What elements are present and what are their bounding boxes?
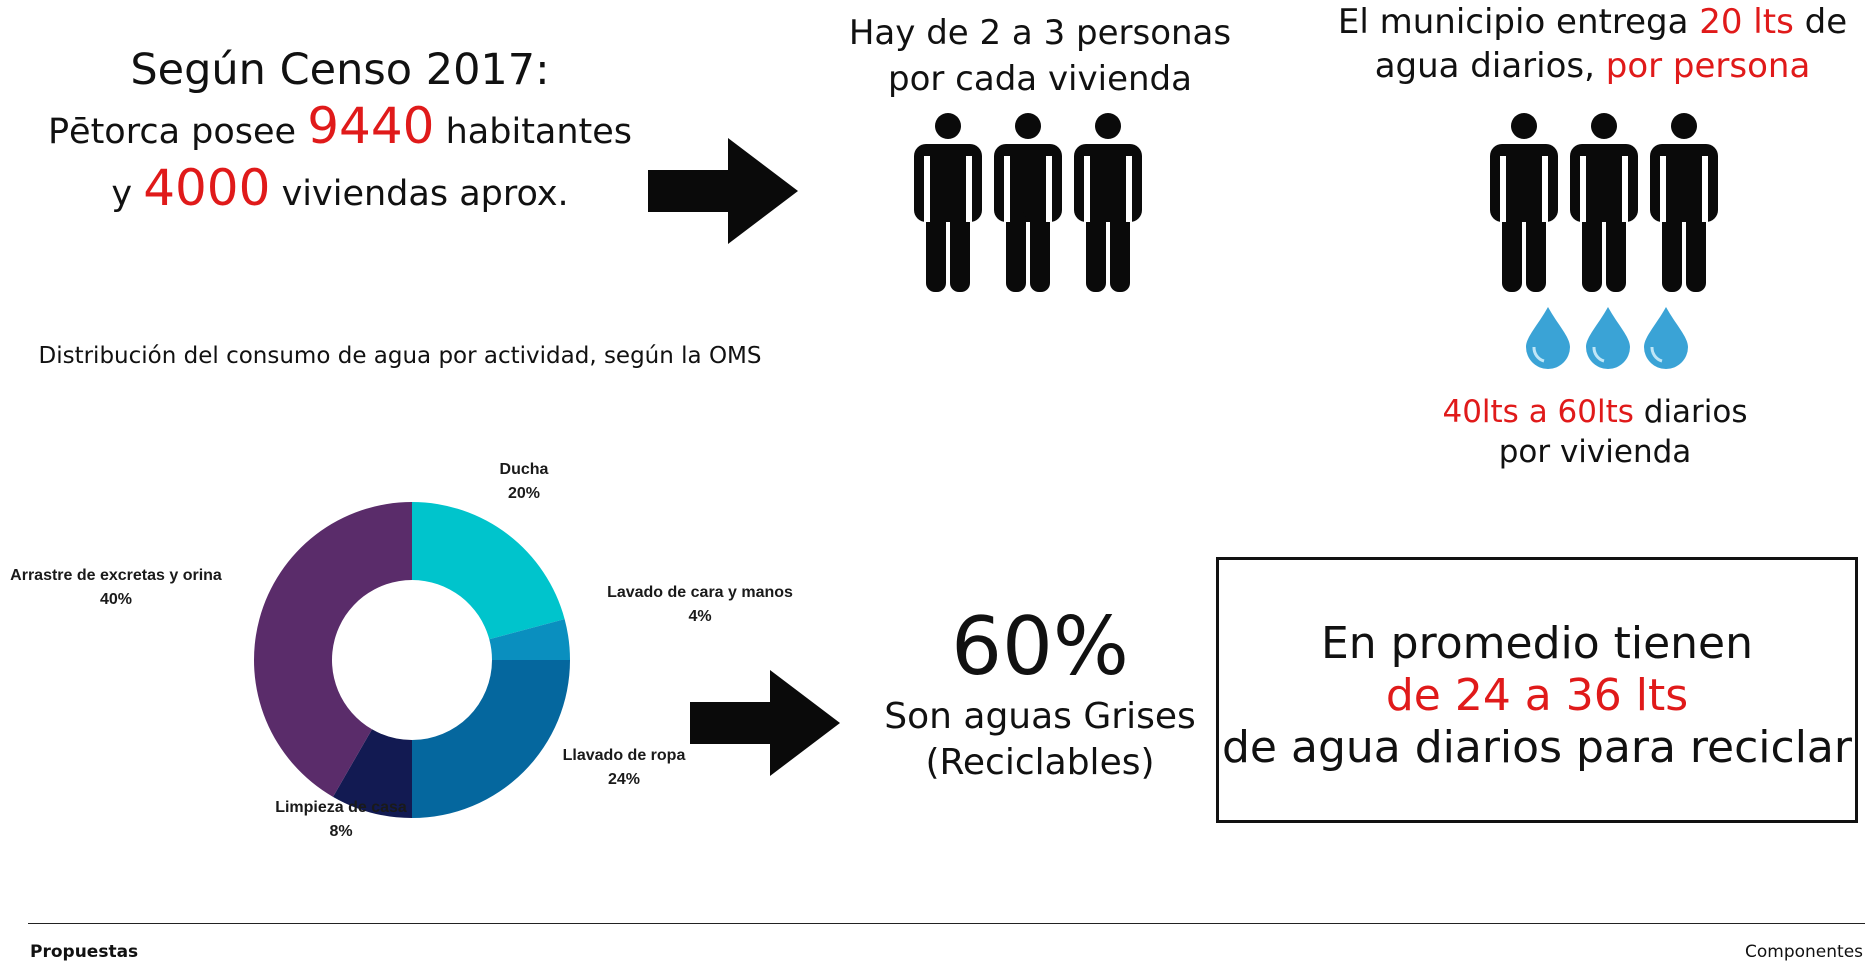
recycle-line-1: En promedio tienen <box>1320 618 1754 669</box>
donut-slice-percent: 20% <box>507 485 541 502</box>
donut-slice-percent: 4% <box>688 608 712 625</box>
donut-slice-percent: 24% <box>607 771 641 788</box>
donut-slice-percent: 40% <box>99 591 133 608</box>
municipality-line-2-prefix: agua diarios, <box>1374 46 1595 86</box>
grey-water-percent: 60% <box>951 600 1129 693</box>
donut-slice-label: Llavado de ropa 24% <box>474 744 774 792</box>
donut-slice <box>253 502 412 797</box>
per-house-range: 40lts a 60lts <box>1442 394 1634 430</box>
municipality-de: de <box>1804 2 1848 42</box>
donut-slice-label: Ducha 20% <box>374 458 674 506</box>
donut-slice-category: Lavado de cara y manos <box>607 584 793 601</box>
census-summary: Según Censo 2017: Pētorca posee 9440 hab… <box>20 42 660 222</box>
municipality-amount: 20 lts <box>1699 2 1794 42</box>
persons-per-house-text: Hay de 2 a 3 personas por cada vivienda <box>830 10 1250 102</box>
census-line-habitantes-suffix: habitantes <box>445 112 633 152</box>
donut-slice <box>489 619 570 660</box>
census-line-habitantes: Pētorca posee 9440 habitantes <box>20 98 660 160</box>
per-house-line-2: por vivienda <box>1498 434 1692 470</box>
municipality-supply-text: El municipio entrega 20 lts de agua diar… <box>1330 0 1855 88</box>
donut-slice-percent: 8% <box>329 823 353 840</box>
chart-title: Distribución del consumo de agua por act… <box>38 343 762 369</box>
donut-slice <box>412 660 570 818</box>
census-line-viviendas-suffix: viviendas aprox. <box>281 174 569 214</box>
per-house-liters-text: 40lts a 60lts diarios por vivienda <box>1400 392 1790 472</box>
donut-slice <box>412 502 565 640</box>
donut-slice-category: Ducha <box>499 461 549 478</box>
census-title: Según Censo 2017: <box>130 45 550 95</box>
footer-componentes[interactable]: Componentes <box>1745 942 1864 962</box>
municipality-per-person: por persona <box>1605 46 1811 86</box>
habitantes-value: 9440 <box>307 97 435 155</box>
grey-water-line-1: Son aguas Grises <box>884 696 1196 737</box>
recycle-average-text: En promedio tienen de 24 a 36 lts de agu… <box>1219 618 1855 774</box>
recycle-line-2: de 24 a 36 lts <box>1385 670 1689 721</box>
persons-line-1: Hay de 2 a 3 personas <box>848 13 1232 53</box>
donut-slice-label: Lavado de cara y manos 4% <box>550 581 850 629</box>
donut-slice-category: Arrastre de excretas y orina <box>10 567 222 584</box>
grey-water-line-2: (Reciclables) <box>925 742 1155 783</box>
viviendas-value: 4000 <box>143 159 271 217</box>
census-line-habitantes-prefix: Pētorca posee <box>47 112 297 152</box>
census-line-viviendas-prefix: y <box>111 174 133 214</box>
municipality-line-1: El municipio entrega 20 lts de <box>1330 0 1855 44</box>
donut-slice-label: Arrastre de excretas y orina 40% <box>0 564 266 612</box>
arrow-right-icon <box>690 670 840 776</box>
arrow-right-icon <box>648 138 798 244</box>
grey-water-stat: 60% Son aguas Grises (Reciclables) <box>860 600 1220 786</box>
municipality-prefix: El municipio entrega <box>1337 2 1689 42</box>
per-house-diarios: diarios <box>1643 394 1748 430</box>
persons-line-2: por cada vivienda <box>888 59 1192 99</box>
municipality-line-2: agua diarios, por persona <box>1330 44 1855 88</box>
footer-divider <box>28 923 1865 924</box>
recycle-line-3: de agua diarios para reciclar <box>1222 722 1852 773</box>
per-house-line-1: 40lts a 60lts diarios <box>1400 392 1790 432</box>
donut-slice-category: Limpieza de casa <box>275 799 407 816</box>
footer-propuestas[interactable]: Propuestas <box>30 942 139 962</box>
donut-slice-label: Limpieza de casa 8% <box>191 796 491 844</box>
donut-slice-category: Llavado de ropa <box>562 747 686 764</box>
recycle-average-box: En promedio tienen de 24 a 36 lts de agu… <box>1216 557 1858 823</box>
donut-slice <box>333 729 412 818</box>
census-line-viviendas: y 4000 viviendas aprox. <box>20 160 660 222</box>
